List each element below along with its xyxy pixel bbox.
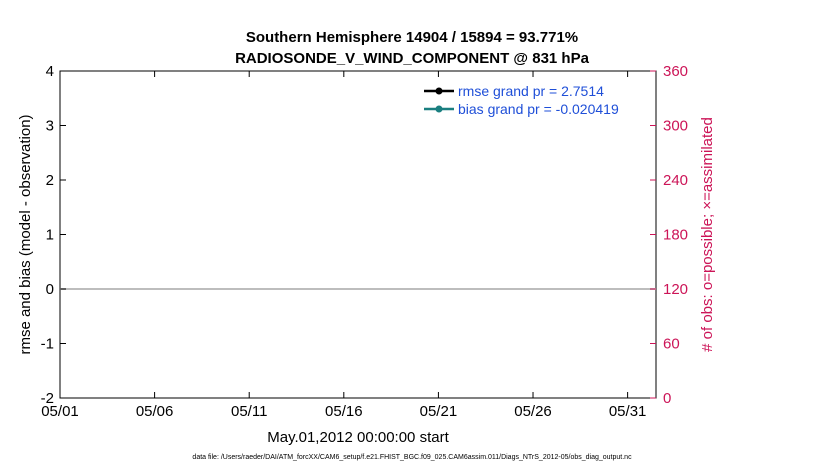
legend-label: bias grand pr = -0.020419 xyxy=(458,101,619,117)
y-axis-label-right: # of obs: o=possible; ×=assimilated xyxy=(699,117,716,352)
y-axis-label-left: rmse and bias (model - observation) xyxy=(17,114,34,354)
y-tick-label-left: -1 xyxy=(41,336,54,353)
x-tick-label: 05/01 xyxy=(41,403,79,420)
y-tick-label-left: 3 xyxy=(46,118,54,135)
x-axis-label: May.01,2012 00:00:00 start xyxy=(267,429,449,446)
y-tick-label-right: 360 xyxy=(663,63,688,80)
footer-data-file: data file: /Users/raeder/DAI/ATM_forcXX/… xyxy=(192,454,632,461)
x-tick-label: 05/06 xyxy=(136,403,174,420)
y-tick-label-left: 0 xyxy=(46,281,54,298)
legend-marker xyxy=(435,87,443,95)
y-tick-label-right: 300 xyxy=(663,118,688,135)
x-tick-label: 05/16 xyxy=(325,403,363,420)
x-tick-label: 05/26 xyxy=(514,403,552,420)
legend-label: rmse grand pr = 2.7514 xyxy=(458,83,604,99)
y-tick-label-left: 2 xyxy=(46,172,54,189)
y-tick-label-right: 60 xyxy=(663,336,680,353)
chart-subtitle: RADIOSONDE_V_WIND_COMPONENT @ 831 hPa xyxy=(235,50,590,67)
legend-marker xyxy=(435,105,443,113)
y-tick-label-right: 120 xyxy=(663,281,688,298)
y-tick-label-right: 240 xyxy=(663,172,688,189)
y-tick-label-left: 1 xyxy=(46,227,54,244)
y-tick-label-left: -2 xyxy=(41,390,54,407)
x-tick-label: 05/11 xyxy=(231,403,267,420)
plot-area: -2 -1 0 1 2 3 4 0 60 120 180 240 300 360 05/01 05/06 05/… xyxy=(41,63,688,420)
plot-frame xyxy=(59,70,657,399)
x-tick-label: 05/31 xyxy=(609,403,647,420)
y-tick-label-right: 180 xyxy=(663,227,688,244)
chart-title: Southern Hemisphere 14904 / 15894 = 93.7… xyxy=(246,29,578,46)
y-tick-label-left: 4 xyxy=(46,63,54,80)
y-tick-label-right: 0 xyxy=(663,390,671,407)
x-tick-label: 05/21 xyxy=(420,403,458,420)
